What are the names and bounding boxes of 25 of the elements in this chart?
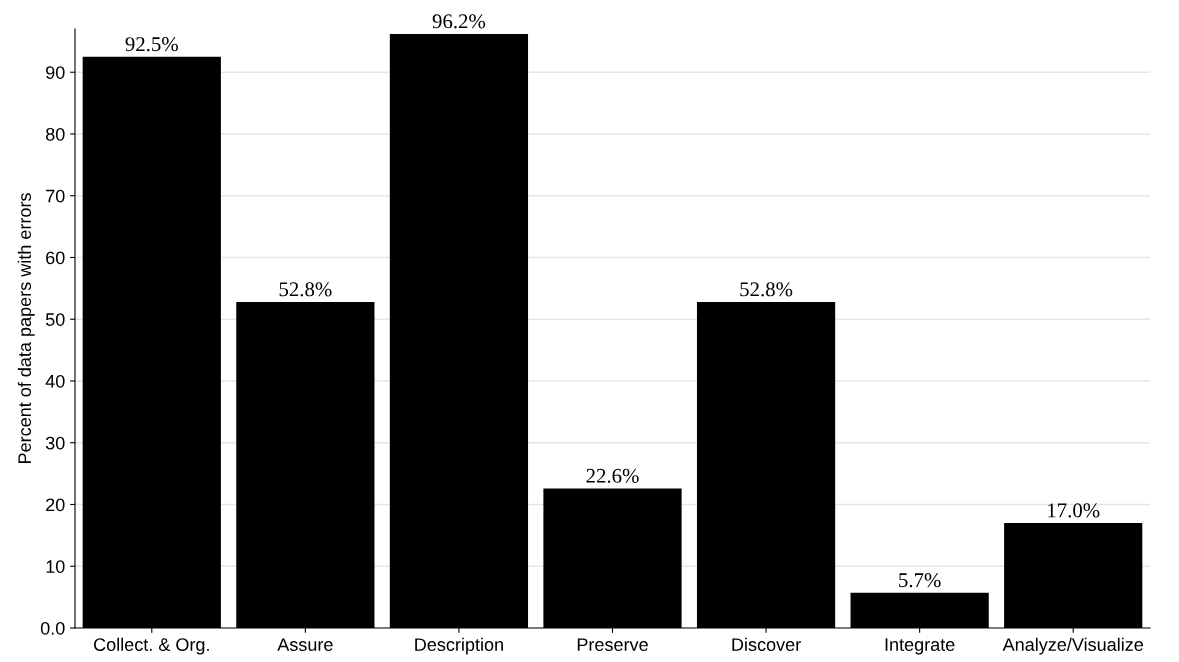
y-tick-label: 50 — [45, 313, 65, 326]
x-tick-label: Assure — [277, 638, 333, 651]
y-tick-label: 0.0 — [40, 621, 65, 635]
data-label: 52.8% — [740, 282, 793, 297]
x-tick-label: Analyze/Visualize — [1002, 637, 1144, 655]
x-tick-label: Description — [415, 637, 503, 655]
data-label: 92.5% — [125, 37, 178, 52]
x-tick-label: Discover — [732, 637, 801, 651]
y-tick-label: 30 — [45, 436, 65, 450]
data-label: 96.2% — [432, 14, 486, 29]
data-label: 52.8% — [279, 282, 332, 297]
data-label: 22.6% — [586, 468, 639, 483]
x-tick-label: Collect. & Org. — [94, 637, 209, 655]
y-tick-label: 40 — [45, 374, 65, 388]
y-tick-label: 90 — [46, 66, 65, 79]
y-tick-label: 60 — [46, 251, 65, 265]
y-tick-label: 20 — [46, 498, 65, 512]
x-tick-label: Preserve — [577, 638, 648, 651]
y-tick-label: 70 — [46, 189, 65, 203]
y-tick-label: 10 — [46, 560, 65, 573]
x-tick-label: Integrate — [885, 638, 955, 655]
data-label: 5.7% — [899, 573, 941, 588]
y-tick-label: 80 — [45, 127, 65, 141]
y-axis-title: Percent of data papers with errors — [17, 193, 35, 463]
data-label: 17.0% — [1048, 503, 1100, 518]
